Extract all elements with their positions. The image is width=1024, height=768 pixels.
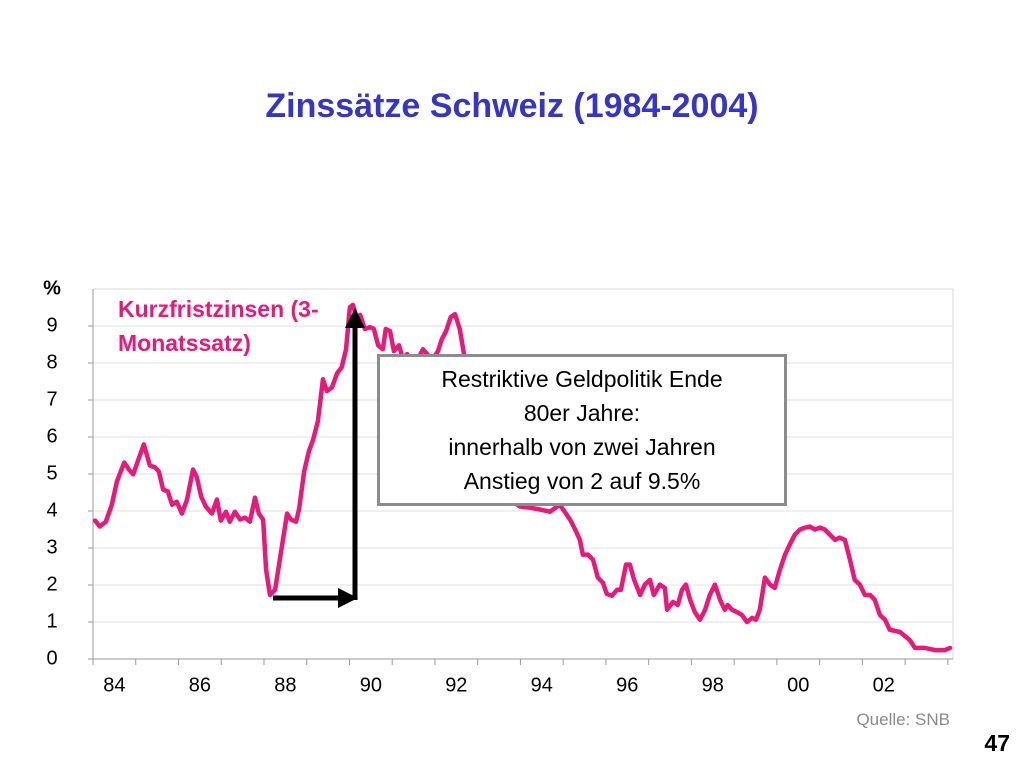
annotation-line: innerhalb von zwei Jahren [448, 434, 716, 460]
x-tick-label: 90 [360, 674, 382, 696]
y-tick-label: 1 [46, 610, 57, 632]
x-tick-label: 84 [103, 674, 125, 696]
legend-entry: Kurzfristzinsen (3-Monatssatz) [118, 296, 319, 356]
x-tick-label: 00 [787, 674, 809, 696]
annotation-box: Restriktive Geldpolitik Ende 80er Jahre:… [377, 354, 787, 506]
y-axis-label: % [43, 277, 61, 299]
source: Quelle: SNB [856, 710, 950, 729]
annotation-line: 80er Jahre: [523, 400, 641, 426]
y-tick-label: 9 [46, 314, 57, 336]
y-tick-label: 7 [46, 388, 57, 410]
y-tick-label: 8 [46, 351, 57, 373]
x-tick-label: 94 [531, 674, 553, 696]
x-tick-label: 02 [873, 674, 895, 696]
y-tick-label: 2 [46, 573, 57, 595]
x-tick-label: 86 [189, 674, 211, 696]
y-tick-label: 3 [46, 536, 57, 558]
annotation-line: Anstieg von 2 auf 9.5% [463, 468, 701, 494]
x-tick-label: 98 [702, 674, 724, 696]
annotation-line: Restriktive Geldpolitik Ende [441, 366, 723, 392]
page-number: 47 [984, 730, 1010, 756]
chart-title: Zinssätze Schweiz (1984-2004) [265, 87, 758, 125]
arrow-head [345, 308, 365, 328]
y-tick-label: 4 [46, 499, 57, 521]
y-tick-label: 6 [46, 425, 57, 447]
y-tick-label: 5 [46, 462, 57, 484]
x-tick-label: 92 [445, 674, 467, 696]
arrow-head [338, 588, 358, 608]
x-tick-label: 88 [274, 674, 296, 696]
y-tick-label: 0 [46, 647, 57, 669]
x-tick-label: 96 [616, 674, 638, 696]
